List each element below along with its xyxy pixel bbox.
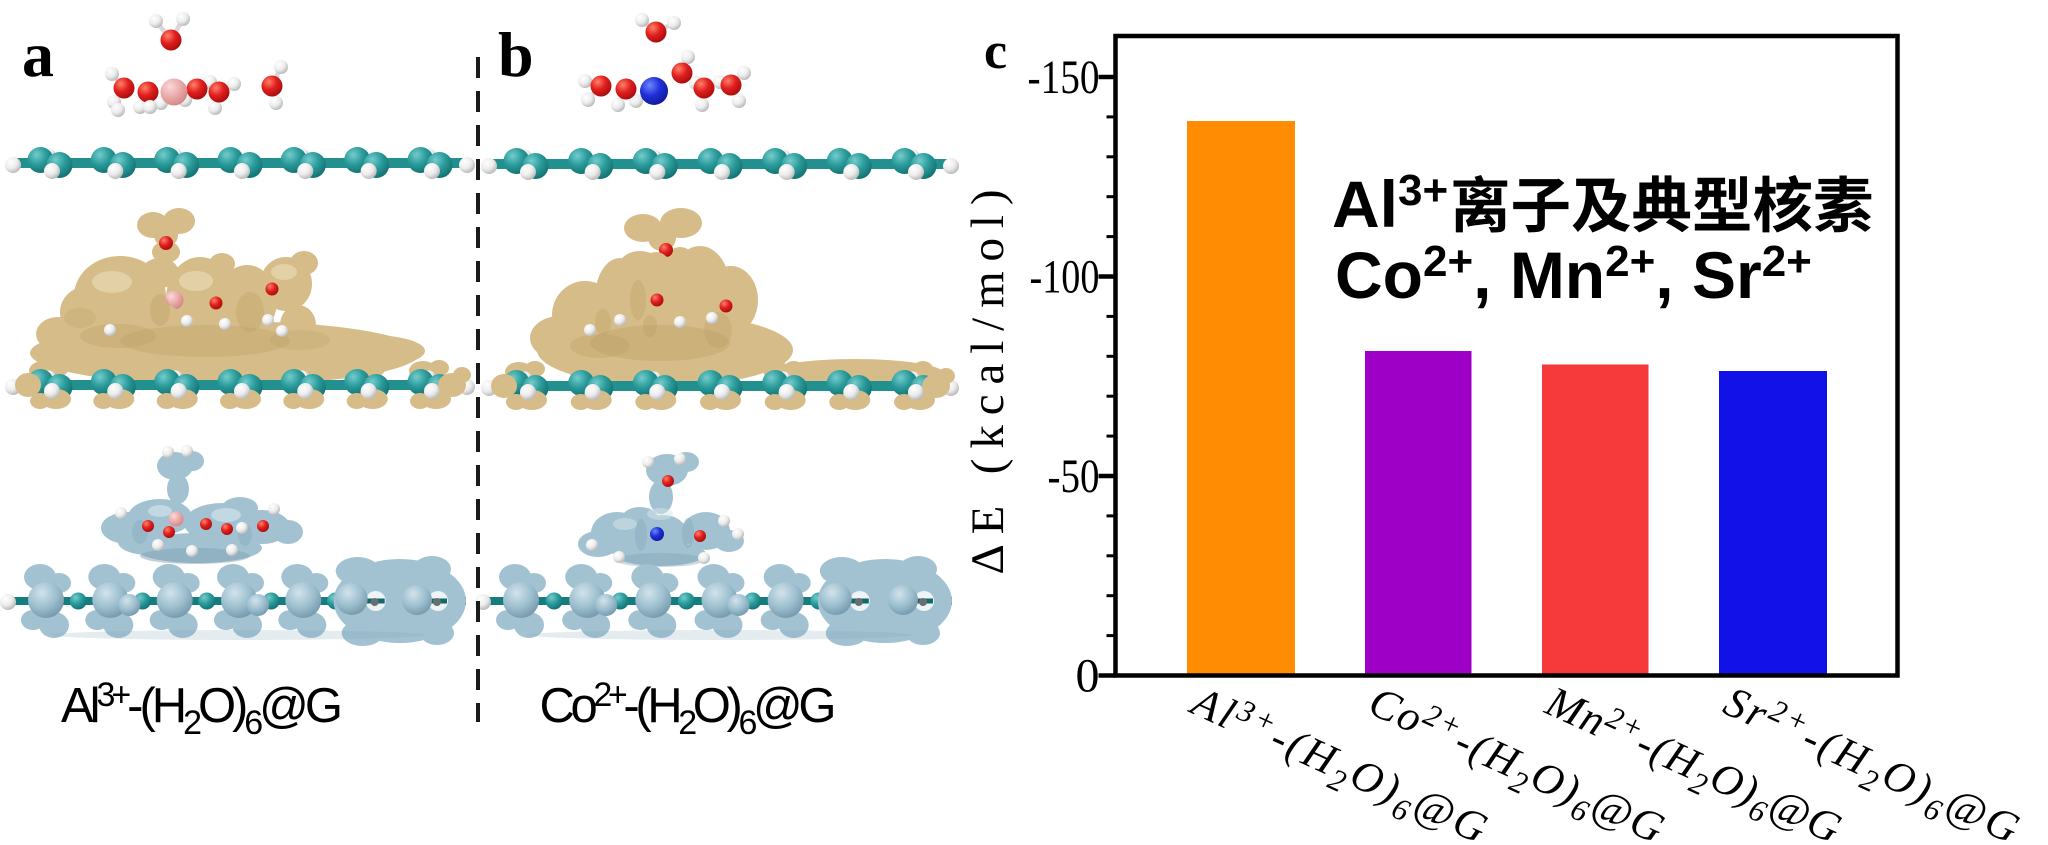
svg-text:Co2+-(H2O)6@G: Co2+-(H2O)6@G [540, 676, 837, 742]
svg-text:Al3+-(H2O)6@G: Al3+-(H2O)6@G [61, 676, 343, 742]
svg-text:-100: -100 [1030, 251, 1100, 304]
svg-text:-150: -150 [1028, 51, 1100, 104]
svg-text:Co2+, Mn2+, Sr2+: Co2+, Mn2+, Sr2+ [1335, 237, 1812, 312]
svg-text:b: b [498, 19, 534, 90]
svg-text:a: a [22, 19, 54, 90]
svg-text:Al3+: Al3+ [1332, 166, 1448, 241]
svg-text:c: c [984, 23, 1007, 80]
svg-text:Co2+-(H2O)6@G: Co2+-(H2O)6@G [1359, 674, 1673, 845]
svg-text:0: 0 [1076, 650, 1100, 703]
svg-text:ΔE (kcal/mol): ΔE (kcal/mol) [962, 190, 1014, 575]
svg-text:-50: -50 [1048, 450, 1100, 503]
